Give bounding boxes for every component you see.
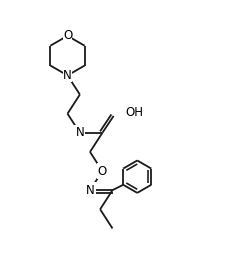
- Text: N: N: [63, 69, 72, 82]
- Text: N: N: [86, 184, 94, 197]
- Text: O: O: [63, 29, 72, 42]
- Text: N: N: [76, 126, 84, 139]
- Text: OH: OH: [125, 106, 143, 119]
- Text: O: O: [98, 165, 107, 178]
